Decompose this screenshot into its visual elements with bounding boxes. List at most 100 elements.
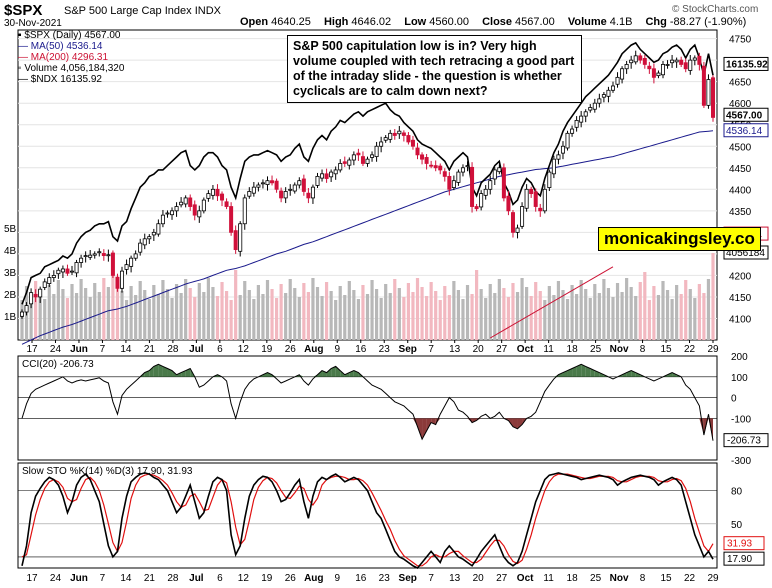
x-tick-label-top: 27 bbox=[496, 344, 508, 355]
cci-overbought-fill bbox=[667, 372, 673, 377]
volume-bar bbox=[20, 300, 24, 340]
x-tick-label-bottom: 29 bbox=[707, 573, 719, 584]
candle-body bbox=[324, 173, 329, 179]
price-tick-label: 4100 bbox=[729, 314, 752, 325]
candle-body bbox=[660, 64, 665, 76]
volume-bar bbox=[379, 298, 383, 340]
volume-bar bbox=[184, 279, 188, 340]
volume-bar bbox=[197, 283, 201, 340]
volume-bar bbox=[634, 296, 638, 340]
x-tick-label-top: 13 bbox=[449, 344, 461, 355]
volume-bar bbox=[224, 291, 229, 340]
candle-body bbox=[360, 156, 365, 164]
price-tick-label: 4650 bbox=[729, 78, 752, 89]
volume-bar bbox=[38, 290, 42, 340]
volume-bar bbox=[343, 295, 347, 340]
x-tick-label-bottom: 16 bbox=[355, 573, 367, 584]
volume-bar bbox=[284, 293, 288, 340]
open-value: 4640.25 bbox=[271, 16, 311, 28]
volume-bar bbox=[129, 286, 133, 340]
x-tick-label-top: 9 bbox=[334, 344, 340, 355]
volume-bar bbox=[79, 279, 83, 340]
change-label: Chg bbox=[645, 16, 667, 28]
candle-body bbox=[574, 120, 579, 128]
candle-body bbox=[88, 254, 93, 258]
x-tick-label-bottom: 25 bbox=[590, 573, 602, 584]
candle-body bbox=[533, 191, 538, 207]
cci-last-tag: -206.73 bbox=[727, 436, 761, 447]
x-tick-label-bottom: Nov bbox=[610, 573, 629, 584]
volume-bar bbox=[561, 290, 565, 340]
candle-body bbox=[365, 158, 370, 164]
volume-bar bbox=[297, 297, 301, 340]
volume-bar bbox=[424, 296, 429, 340]
x-tick-label-top: 23 bbox=[379, 344, 391, 355]
candle-body bbox=[565, 132, 570, 149]
volume-bar bbox=[702, 293, 706, 340]
candle-body bbox=[79, 257, 84, 263]
volume-bar bbox=[625, 278, 629, 340]
x-tick-label-top: 19 bbox=[261, 344, 273, 355]
volume-bar bbox=[170, 298, 174, 340]
candle-body bbox=[583, 111, 588, 117]
ohlc-readout: Open 4640.25 High 4646.02 Low 4560.00 Close… bbox=[240, 16, 746, 28]
candle-body bbox=[624, 64, 629, 70]
ndx-last-tag-box bbox=[723, 56, 769, 71]
volume-bar bbox=[288, 279, 292, 340]
candle-body bbox=[406, 135, 411, 143]
candle-body bbox=[633, 55, 638, 63]
volume-bar bbox=[84, 288, 88, 340]
volume-bar bbox=[97, 292, 101, 340]
candle-body bbox=[520, 206, 525, 227]
volume-bar bbox=[388, 293, 392, 340]
x-tick-label-top: 25 bbox=[590, 344, 602, 355]
candle-body bbox=[279, 190, 284, 199]
volume-bar bbox=[256, 285, 260, 340]
volume-bar bbox=[584, 289, 588, 340]
candle-body bbox=[479, 193, 484, 208]
candle-body bbox=[465, 165, 470, 168]
candle-body bbox=[24, 305, 29, 313]
sto-tick-label: 50 bbox=[731, 520, 743, 531]
x-tick-label-bottom: 19 bbox=[261, 573, 273, 584]
candle-body bbox=[506, 195, 511, 212]
candle-body bbox=[401, 132, 406, 136]
volume-bar bbox=[29, 295, 33, 340]
price-tick-label: 4600 bbox=[729, 99, 752, 110]
price-tick-label: 4450 bbox=[729, 164, 752, 175]
sto-title: Slow STO %K(14) %D(3) 17.90, 31.93 bbox=[22, 466, 193, 477]
volume-bar bbox=[602, 279, 606, 340]
volume-bar bbox=[211, 287, 215, 340]
volume-bar bbox=[74, 293, 79, 340]
legend-spx: ▪ $SPX (Daily) 4567.00 bbox=[18, 30, 121, 41]
candle-body bbox=[456, 171, 461, 183]
volume-bar bbox=[311, 278, 315, 340]
volume-bar bbox=[447, 295, 451, 340]
candle-body bbox=[488, 180, 493, 190]
candle-body bbox=[451, 180, 456, 188]
volume-bar bbox=[502, 288, 506, 340]
candle-body bbox=[356, 152, 361, 156]
volume-bar bbox=[352, 290, 356, 340]
candle-body bbox=[420, 154, 425, 160]
price-tick-label: 4400 bbox=[729, 185, 752, 196]
volume-bar bbox=[365, 294, 370, 340]
candle-body bbox=[692, 57, 697, 61]
x-tick-label-top: 8 bbox=[640, 344, 646, 355]
x-tick-label-bottom: Aug bbox=[304, 573, 323, 584]
volume-bar bbox=[293, 288, 297, 340]
volume-bar bbox=[174, 284, 179, 340]
low-value: 4560.00 bbox=[429, 16, 469, 28]
brand-watermark: monicakingsley.co bbox=[598, 227, 761, 251]
x-tick-label-top: 17 bbox=[26, 344, 38, 355]
candle-body bbox=[333, 169, 338, 175]
volume-bar bbox=[661, 281, 665, 340]
legend-ndx-text: $NDX 16135.92 bbox=[30, 74, 102, 85]
candle-body bbox=[147, 236, 152, 240]
candle-body bbox=[315, 175, 320, 186]
candle-body bbox=[83, 255, 88, 258]
volume-bar bbox=[229, 300, 233, 340]
x-tick-label-top: Aug bbox=[304, 344, 323, 355]
volume-bar bbox=[461, 299, 465, 340]
candle-body bbox=[297, 180, 302, 186]
